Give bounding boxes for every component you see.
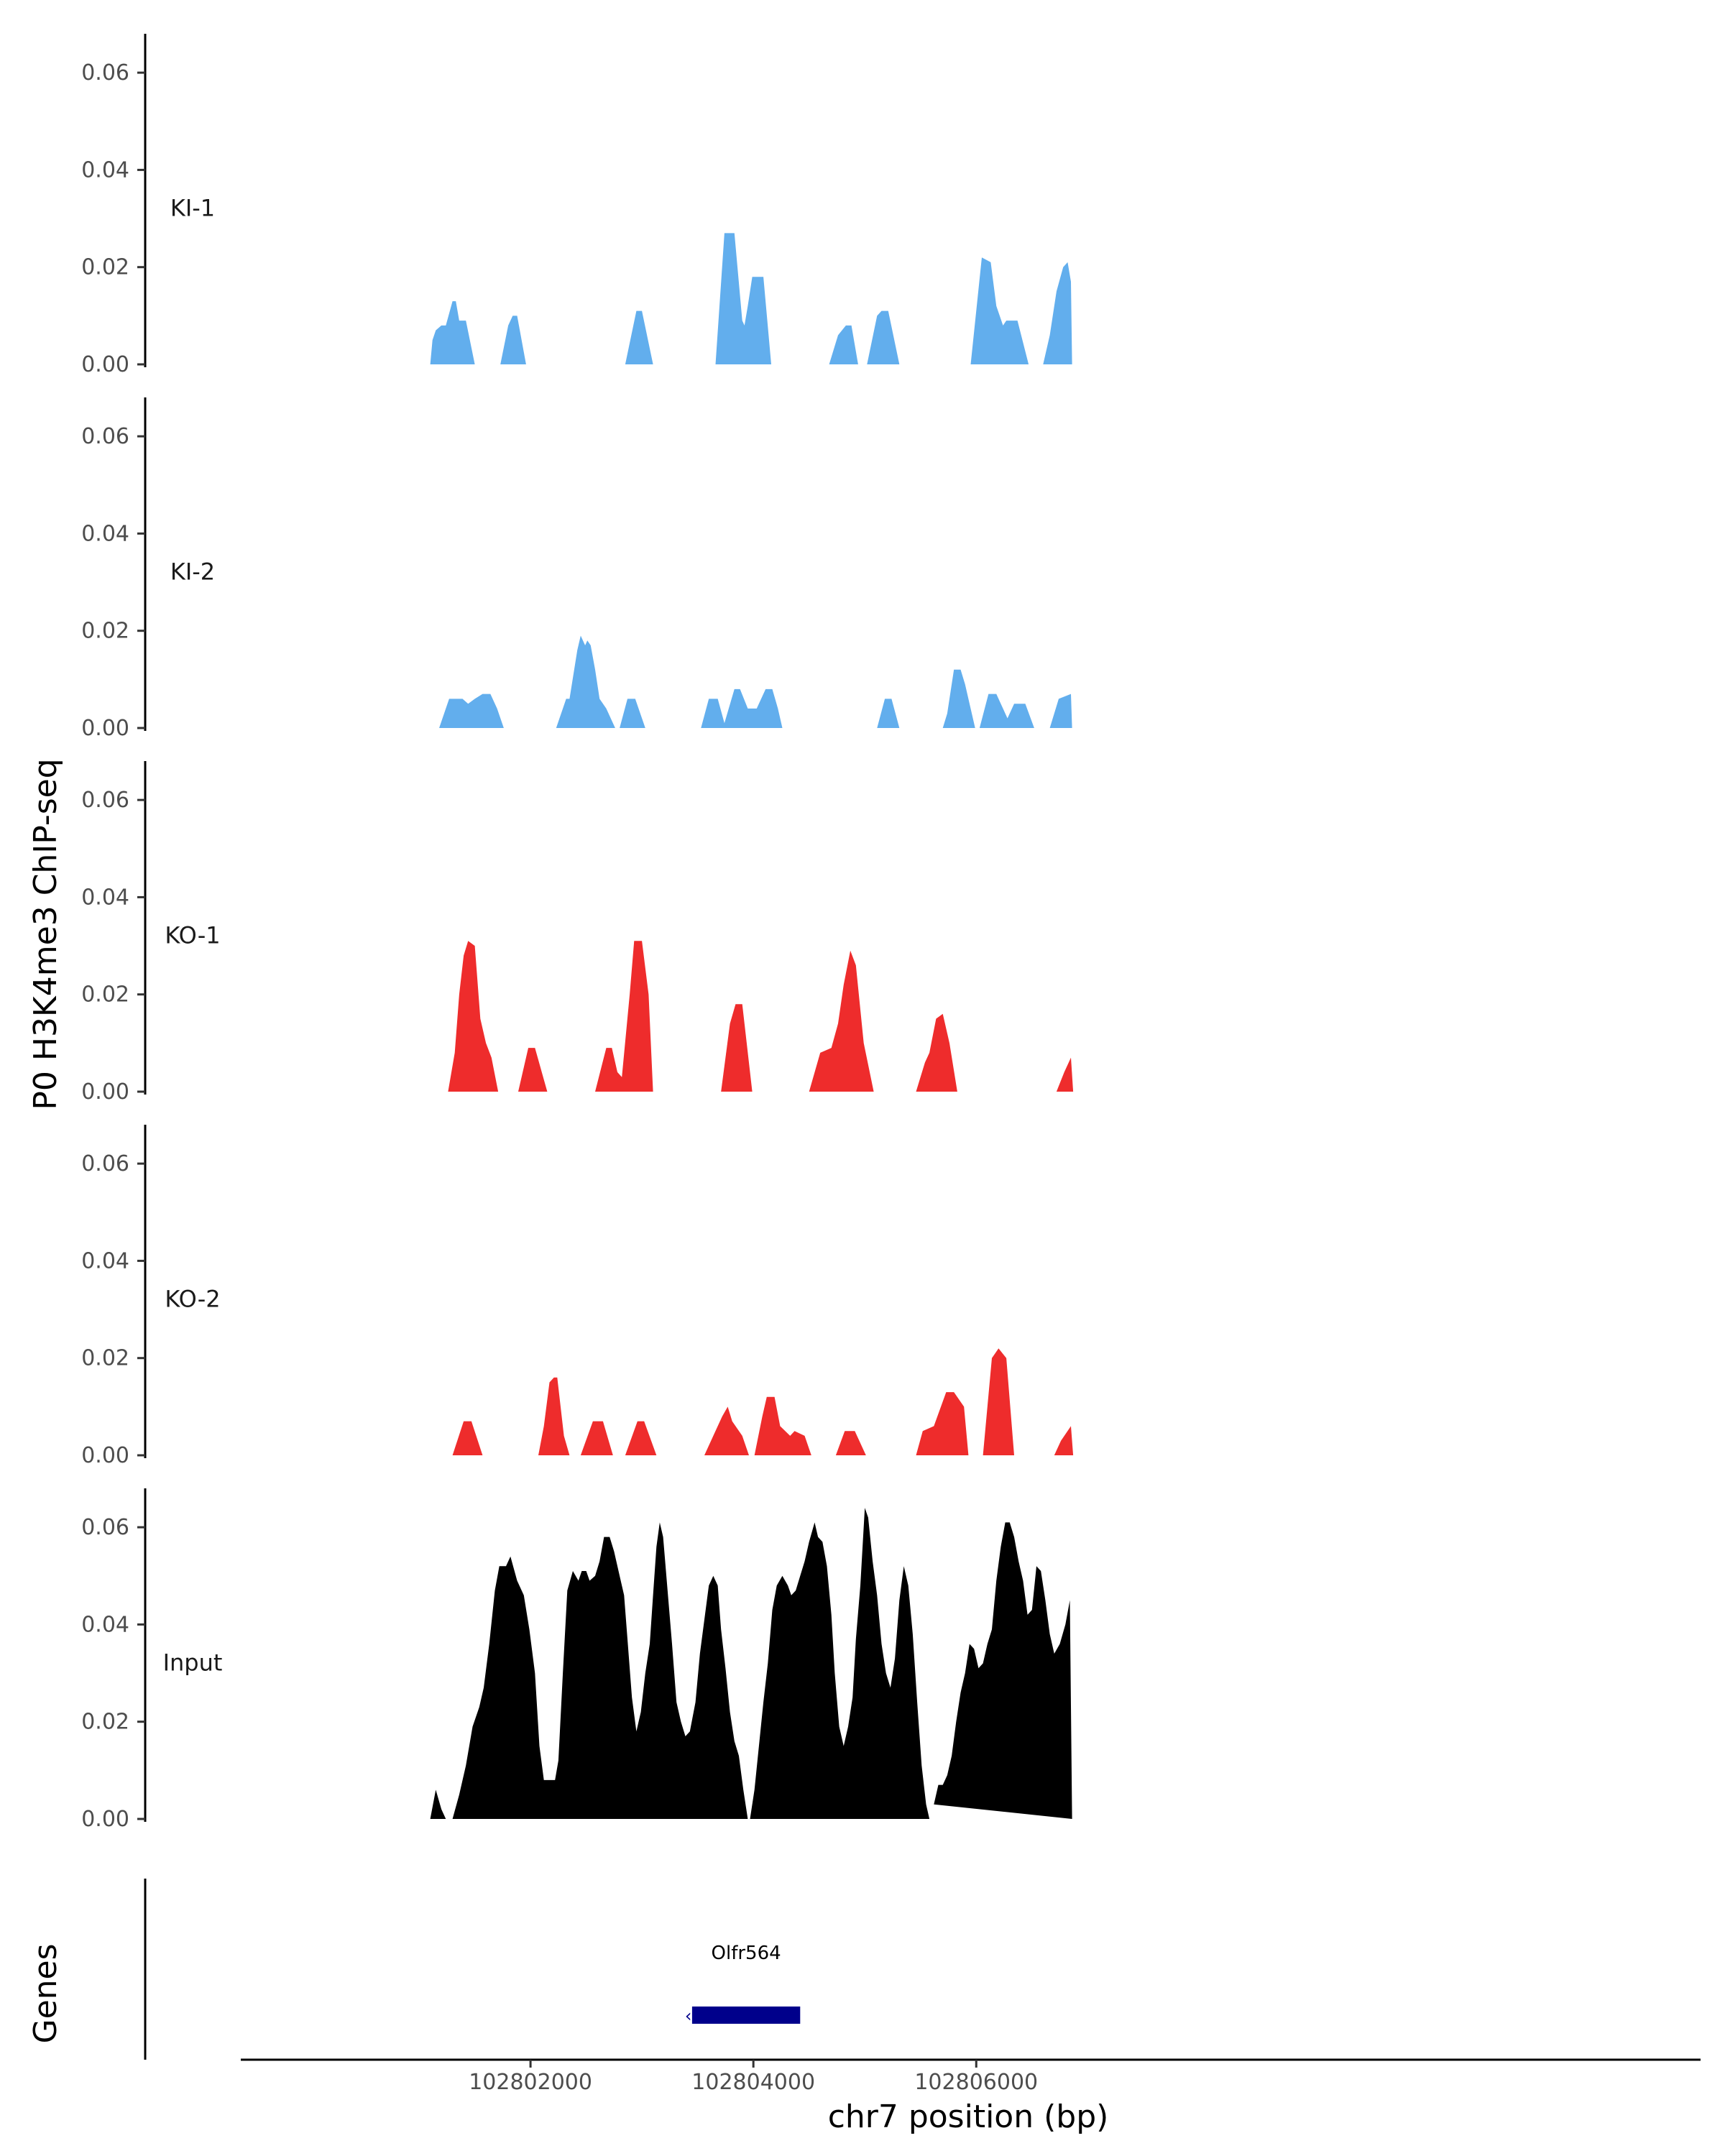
- area-ki-2-2: [620, 699, 645, 728]
- area-ki-1-1: [500, 315, 526, 364]
- gene-track: Olfr564 ‹: [144, 1879, 801, 2060]
- gene-strand-arrow: ‹: [685, 2006, 692, 2026]
- y-tick-label-input: 0.06: [81, 1515, 129, 1540]
- track-ko-1: 0.00 0.02 0.04 0.06 KO-1: [81, 761, 1074, 1105]
- tracks: 0.00 0.02 0.04 0.06 KI-1 0.00 0.02 0.04 0.06 KI-2…: [81, 34, 1074, 1832]
- area-ko-2-8: [983, 1348, 1014, 1455]
- y-tick-label-ki-2: 0.04: [81, 521, 129, 546]
- y-tick-label-ko-1: 0.02: [81, 982, 129, 1008]
- y-tick-label-ko-1: 0.06: [81, 788, 129, 813]
- area-ko-1-1: [518, 1048, 548, 1092]
- area-ko-1-4: [809, 950, 874, 1092]
- y-tick-label-ki-2: 0.06: [81, 424, 129, 449]
- y-tick-label-input: 0.04: [81, 1612, 129, 1637]
- y-tick-label-ko-2: 0.06: [81, 1151, 129, 1176]
- y-tick-label-ki-1: 0.04: [81, 157, 129, 183]
- area-ki-1-4: [829, 325, 858, 364]
- x-axis: 102802000 102804000 102806000: [241, 2058, 1701, 2095]
- track-ki-1: 0.00 0.02 0.04 0.06 KI-1: [81, 34, 1072, 377]
- y-tick-label-input: 0.00: [81, 1807, 129, 1832]
- area-ko-1-0: [448, 941, 499, 1092]
- track-ki-2: 0.00 0.02 0.04 0.06 KI-2: [81, 397, 1072, 741]
- area-ko-2-3: [625, 1421, 657, 1455]
- area-ki-1-7: [1043, 262, 1072, 364]
- area-ko-2-2: [580, 1421, 613, 1455]
- track-label-input: Input: [163, 1649, 223, 1677]
- y-axis-title: P0 H3K4me3 ChIP-seq: [27, 758, 64, 1110]
- area-ki-1-2: [625, 310, 653, 364]
- track-input: 0.00 0.02 0.04 0.06 Input: [81, 1488, 1072, 1832]
- y-tick-label-ko-1: 0.04: [81, 885, 129, 910]
- gene-label: Olfr564: [712, 1943, 781, 1964]
- area-input-0: [430, 1789, 446, 1819]
- area-ki-1-3: [715, 233, 771, 364]
- y-tick-label-ko-2: 0.02: [81, 1346, 129, 1371]
- area-ko-2-4: [704, 1406, 749, 1455]
- track-label-ki-1: KI-1: [170, 195, 215, 222]
- area-ki-2-6: [979, 694, 1034, 728]
- track-label-ko-1: KO-1: [165, 922, 220, 949]
- track-label-ki-2: KI-2: [170, 558, 215, 586]
- area-ki-2-0: [439, 694, 504, 728]
- area-ko-1-2: [595, 941, 653, 1092]
- area-ko-1-3: [721, 1004, 753, 1092]
- y-tick-label-ki-1: 0.00: [81, 352, 129, 377]
- x-tick-label: 102804000: [691, 2070, 815, 2095]
- area-ko-2-5: [754, 1396, 811, 1455]
- gene-body: [691, 2007, 801, 2024]
- y-tick-label-ki-2: 0.02: [81, 619, 129, 644]
- track-ko-2: 0.00 0.02 0.04 0.06 KO-2: [81, 1125, 1074, 1468]
- genes-axis-title: Genes: [27, 1943, 64, 2043]
- y-tick-label-ko-2: 0.00: [81, 1443, 129, 1468]
- area-ki-1-0: [430, 301, 475, 364]
- area-ki-2-3: [701, 688, 783, 728]
- area-ki-1-6: [970, 257, 1029, 364]
- area-ko-1-6: [1056, 1057, 1074, 1092]
- area-input-2: [750, 1508, 930, 1819]
- y-tick-label-input: 0.02: [81, 1710, 129, 1735]
- track-label-ko-2: KO-2: [165, 1286, 220, 1313]
- area-ki-2-1: [556, 635, 615, 728]
- x-axis-title: chr7 position (bp): [828, 2099, 1109, 2135]
- area-ki-2-5: [942, 669, 975, 728]
- area-ko-2-7: [916, 1392, 969, 1455]
- y-tick-label-ko-2: 0.04: [81, 1248, 129, 1273]
- area-ko-2-9: [1054, 1426, 1074, 1455]
- area-ki-2-4: [877, 699, 900, 728]
- y-tick-label-ki-1: 0.02: [81, 255, 129, 280]
- area-ko-1-5: [916, 1013, 957, 1092]
- y-tick-label-ko-1: 0.00: [81, 1079, 129, 1105]
- x-tick-label: 102806000: [914, 2070, 1038, 2095]
- x-tick-label: 102802000: [469, 2070, 592, 2095]
- y-tick-label-ki-1: 0.06: [81, 60, 129, 86]
- area-ko-2-1: [538, 1377, 570, 1455]
- area-ko-2-6: [835, 1431, 866, 1455]
- area-ki-1-5: [867, 310, 900, 364]
- area-input-3: [934, 1522, 1072, 1819]
- area-ki-2-7: [1049, 694, 1072, 728]
- area-input-1: [452, 1522, 748, 1819]
- area-ko-2-0: [452, 1421, 483, 1455]
- y-tick-label-ki-2: 0.00: [81, 716, 129, 741]
